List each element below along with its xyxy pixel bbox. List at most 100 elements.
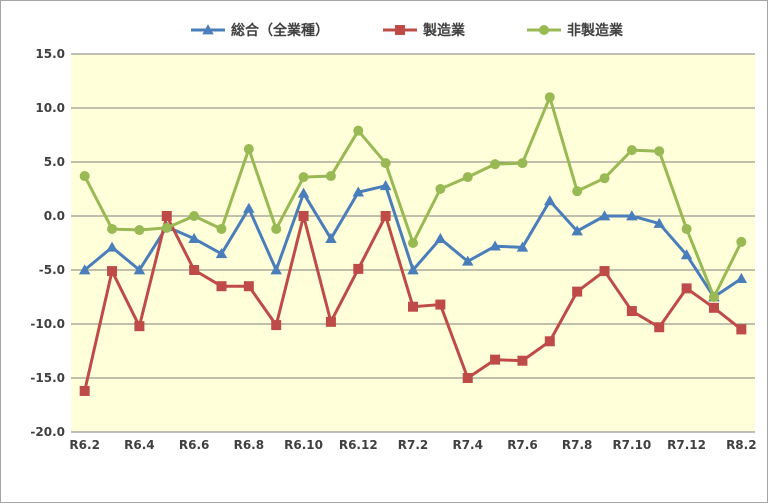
data-point (380, 211, 391, 221)
series-group (79, 92, 747, 302)
data-point (189, 211, 200, 221)
data-point (681, 283, 692, 294)
y-tick-label: -20.0 (30, 425, 65, 439)
x-tick-label: R7.8 (562, 438, 593, 452)
data-point (270, 264, 282, 275)
data-point (79, 171, 90, 182)
data-point (435, 184, 446, 194)
data-point (408, 301, 418, 312)
data-point (571, 225, 583, 236)
data-point (243, 202, 255, 213)
data-point (599, 266, 610, 277)
legend: 総合（全業種） 製造業 非製造業 (191, 22, 624, 39)
data-point (489, 240, 501, 251)
data-point (626, 210, 638, 221)
series-group (78, 180, 748, 302)
data-point (161, 211, 172, 221)
data-point (462, 172, 473, 183)
legend-item: 製造業 (383, 22, 466, 39)
data-point (407, 264, 419, 275)
data-point (243, 144, 254, 155)
x-tick-label: R7.12 (667, 438, 706, 452)
data-point (544, 92, 555, 103)
data-point (598, 210, 611, 221)
y-axis-tick-labels: 15.0 10.0 5.0 0.0 -5.0 -10.0 -15.0 -20.0 (30, 47, 65, 439)
data-point (271, 320, 282, 331)
y-tick-label: -5.0 (39, 263, 65, 277)
data-point (271, 223, 282, 234)
x-tick-label: R6.4 (124, 438, 155, 452)
data-point (325, 232, 337, 243)
data-point (654, 146, 665, 157)
legend-label: 製造業 (422, 22, 466, 39)
data-point (216, 223, 227, 234)
x-tick-label: R6.10 (284, 438, 323, 452)
legend-item: 総合（全業種） (191, 22, 329, 39)
data-point (572, 286, 583, 297)
data-point (626, 306, 637, 317)
x-tick-label: R6.8 (234, 438, 265, 452)
x-tick-label: R6.2 (69, 438, 100, 452)
data-point (379, 180, 392, 191)
x-tick-label: R7.6 (507, 438, 538, 452)
legend-label: 非製造業 (567, 22, 624, 39)
data-point (78, 264, 91, 275)
y-tick-label: -10.0 (30, 317, 65, 331)
data-point (352, 186, 365, 197)
data-point (380, 158, 391, 169)
x-tick-label: R6.6 (179, 438, 210, 452)
data-point (216, 281, 227, 292)
data-point (654, 322, 665, 333)
data-point (539, 25, 549, 35)
x-axis-tick-labels: R6.2 R6.4 R6.6 R6.8 R6.10 R6.12 R7.2 R7.4 R7.6 R7… (69, 438, 756, 452)
data-point (490, 159, 501, 170)
legend-item: 非製造業 (527, 22, 624, 39)
data-point (161, 222, 172, 233)
data-point (572, 186, 583, 197)
data-point (626, 145, 637, 156)
data-point (517, 158, 528, 169)
data-point (490, 354, 501, 365)
data-point (434, 232, 447, 243)
x-tick-label: R8.2 (726, 438, 757, 452)
data-point (325, 316, 336, 327)
data-point (517, 355, 528, 366)
data-point (107, 266, 118, 277)
data-point (544, 336, 555, 347)
data-point (680, 249, 693, 260)
data-point (353, 263, 364, 274)
data-point (544, 195, 556, 206)
data-point (107, 223, 118, 234)
data-point (653, 217, 665, 228)
data-point (408, 238, 418, 248)
y-tick-label: 15.0 (35, 47, 65, 61)
data-point (298, 211, 309, 221)
data-point (134, 225, 145, 236)
data-point (215, 248, 228, 259)
y-tick-label: 10.0 (35, 101, 65, 115)
data-point (681, 223, 692, 234)
series-group (79, 211, 747, 396)
data-point (202, 24, 214, 35)
x-tick-label: R6.12 (339, 438, 378, 452)
data-point (516, 241, 529, 252)
data-point (188, 232, 200, 243)
data-point (435, 299, 446, 310)
data-point (708, 302, 719, 313)
data-point (735, 272, 748, 283)
y-tick-label: -15.0 (30, 371, 65, 385)
data-point (134, 321, 145, 332)
data-point (297, 187, 310, 198)
data-point (298, 172, 309, 183)
data-point (106, 241, 118, 252)
data-point (736, 324, 747, 335)
data-point (189, 265, 200, 275)
data-point (708, 292, 719, 302)
x-tick-label: R7.2 (398, 438, 429, 452)
y-tick-label: 0.0 (44, 209, 65, 223)
data-point (243, 281, 254, 292)
gridlines (71, 53, 755, 433)
data-point (736, 236, 747, 247)
